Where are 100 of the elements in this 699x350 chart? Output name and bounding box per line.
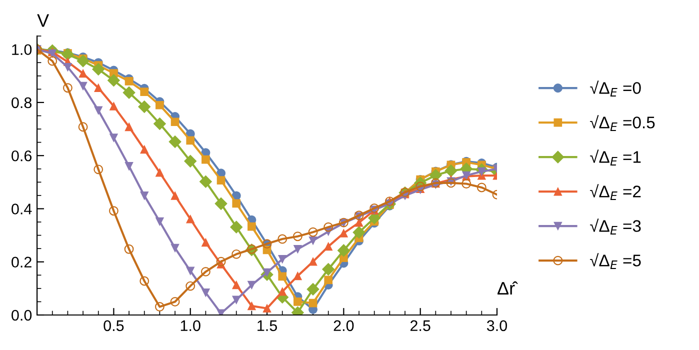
x-tick-label: 2.5 [410,320,430,332]
point [278,255,287,264]
point [200,266,210,276]
y-tick-label: 0.8 [12,97,32,108]
point [124,244,134,254]
point [140,192,149,200]
point [78,122,88,132]
point [94,84,103,92]
point [214,197,228,210]
point [64,62,72,72]
y-axis-title: V [37,14,50,27]
x-tick-label: 1.5 [258,320,277,332]
legend-label: √Δ$_{E}$ =1 [590,150,641,166]
point [230,220,243,234]
point [278,287,287,296]
point [94,106,103,115]
point [78,69,88,78]
point [232,249,242,259]
point [94,164,104,174]
point [202,288,210,297]
point [110,102,118,110]
point [124,77,134,86]
point [352,226,366,239]
x-tick-label: 2.0 [334,320,354,332]
point [154,302,164,312]
point [124,122,134,132]
point [262,304,272,313]
point [246,244,256,254]
point [444,164,458,177]
point [248,302,256,310]
point [170,192,180,200]
legend-label: √Δ$_{E}$ =3 [590,218,641,234]
point [76,54,90,68]
point [199,175,212,188]
point [324,222,334,232]
point [170,296,180,306]
legend-label: √Δ$_{E}$ =5 [590,253,641,269]
point [61,48,74,61]
point [156,168,164,177]
point [248,222,256,231]
point [462,179,472,188]
point [308,298,318,308]
point [340,229,348,238]
point [278,234,288,244]
point [308,227,318,237]
point [124,162,134,170]
y-tick-label: 0.6 [12,150,32,162]
point [294,272,302,280]
point [202,238,210,247]
point [186,281,196,291]
point [122,86,136,99]
point [202,155,210,164]
point [216,256,226,266]
point [324,242,333,251]
point [48,56,58,66]
point [140,88,149,96]
point [140,276,150,286]
y-tick-label: 0.0 [12,310,32,321]
point [337,244,350,257]
point [78,82,88,90]
point [324,276,333,284]
point [216,176,226,184]
point [232,199,241,208]
point [416,182,426,192]
point [168,136,182,148]
point [322,263,335,276]
point [278,272,287,281]
x-tick-label: 1.0 [180,320,200,332]
point [110,134,118,142]
x-tick-label: 0.5 [104,320,124,332]
point [186,266,195,276]
point [476,182,486,192]
point [62,83,72,93]
x-axis-title: Δr̂ [498,281,518,295]
x-tick-label: 3.0 [486,320,508,332]
point [294,244,302,254]
point [292,232,302,242]
point [170,118,180,126]
point [156,100,164,110]
point [370,203,380,213]
point [308,257,318,266]
point [184,154,197,168]
y-tick-label: 1.0 [12,44,32,56]
point [107,74,120,87]
y-tick-label: 0.4 [12,204,32,214]
legend-label: √Δ$_{E}$ =0.5 [590,115,655,131]
point [92,63,105,76]
legend-label: √Δ$_{E}$ =2 [590,184,641,200]
legend-label: √Δ$_{E}$ =0 [590,80,641,96]
point [308,236,318,245]
point [232,296,241,304]
point [248,280,256,290]
point [232,280,241,290]
point [156,217,164,226]
point [186,214,195,224]
point [140,145,149,154]
point [186,136,195,145]
point [306,282,320,296]
point [170,244,180,252]
point [108,206,118,216]
